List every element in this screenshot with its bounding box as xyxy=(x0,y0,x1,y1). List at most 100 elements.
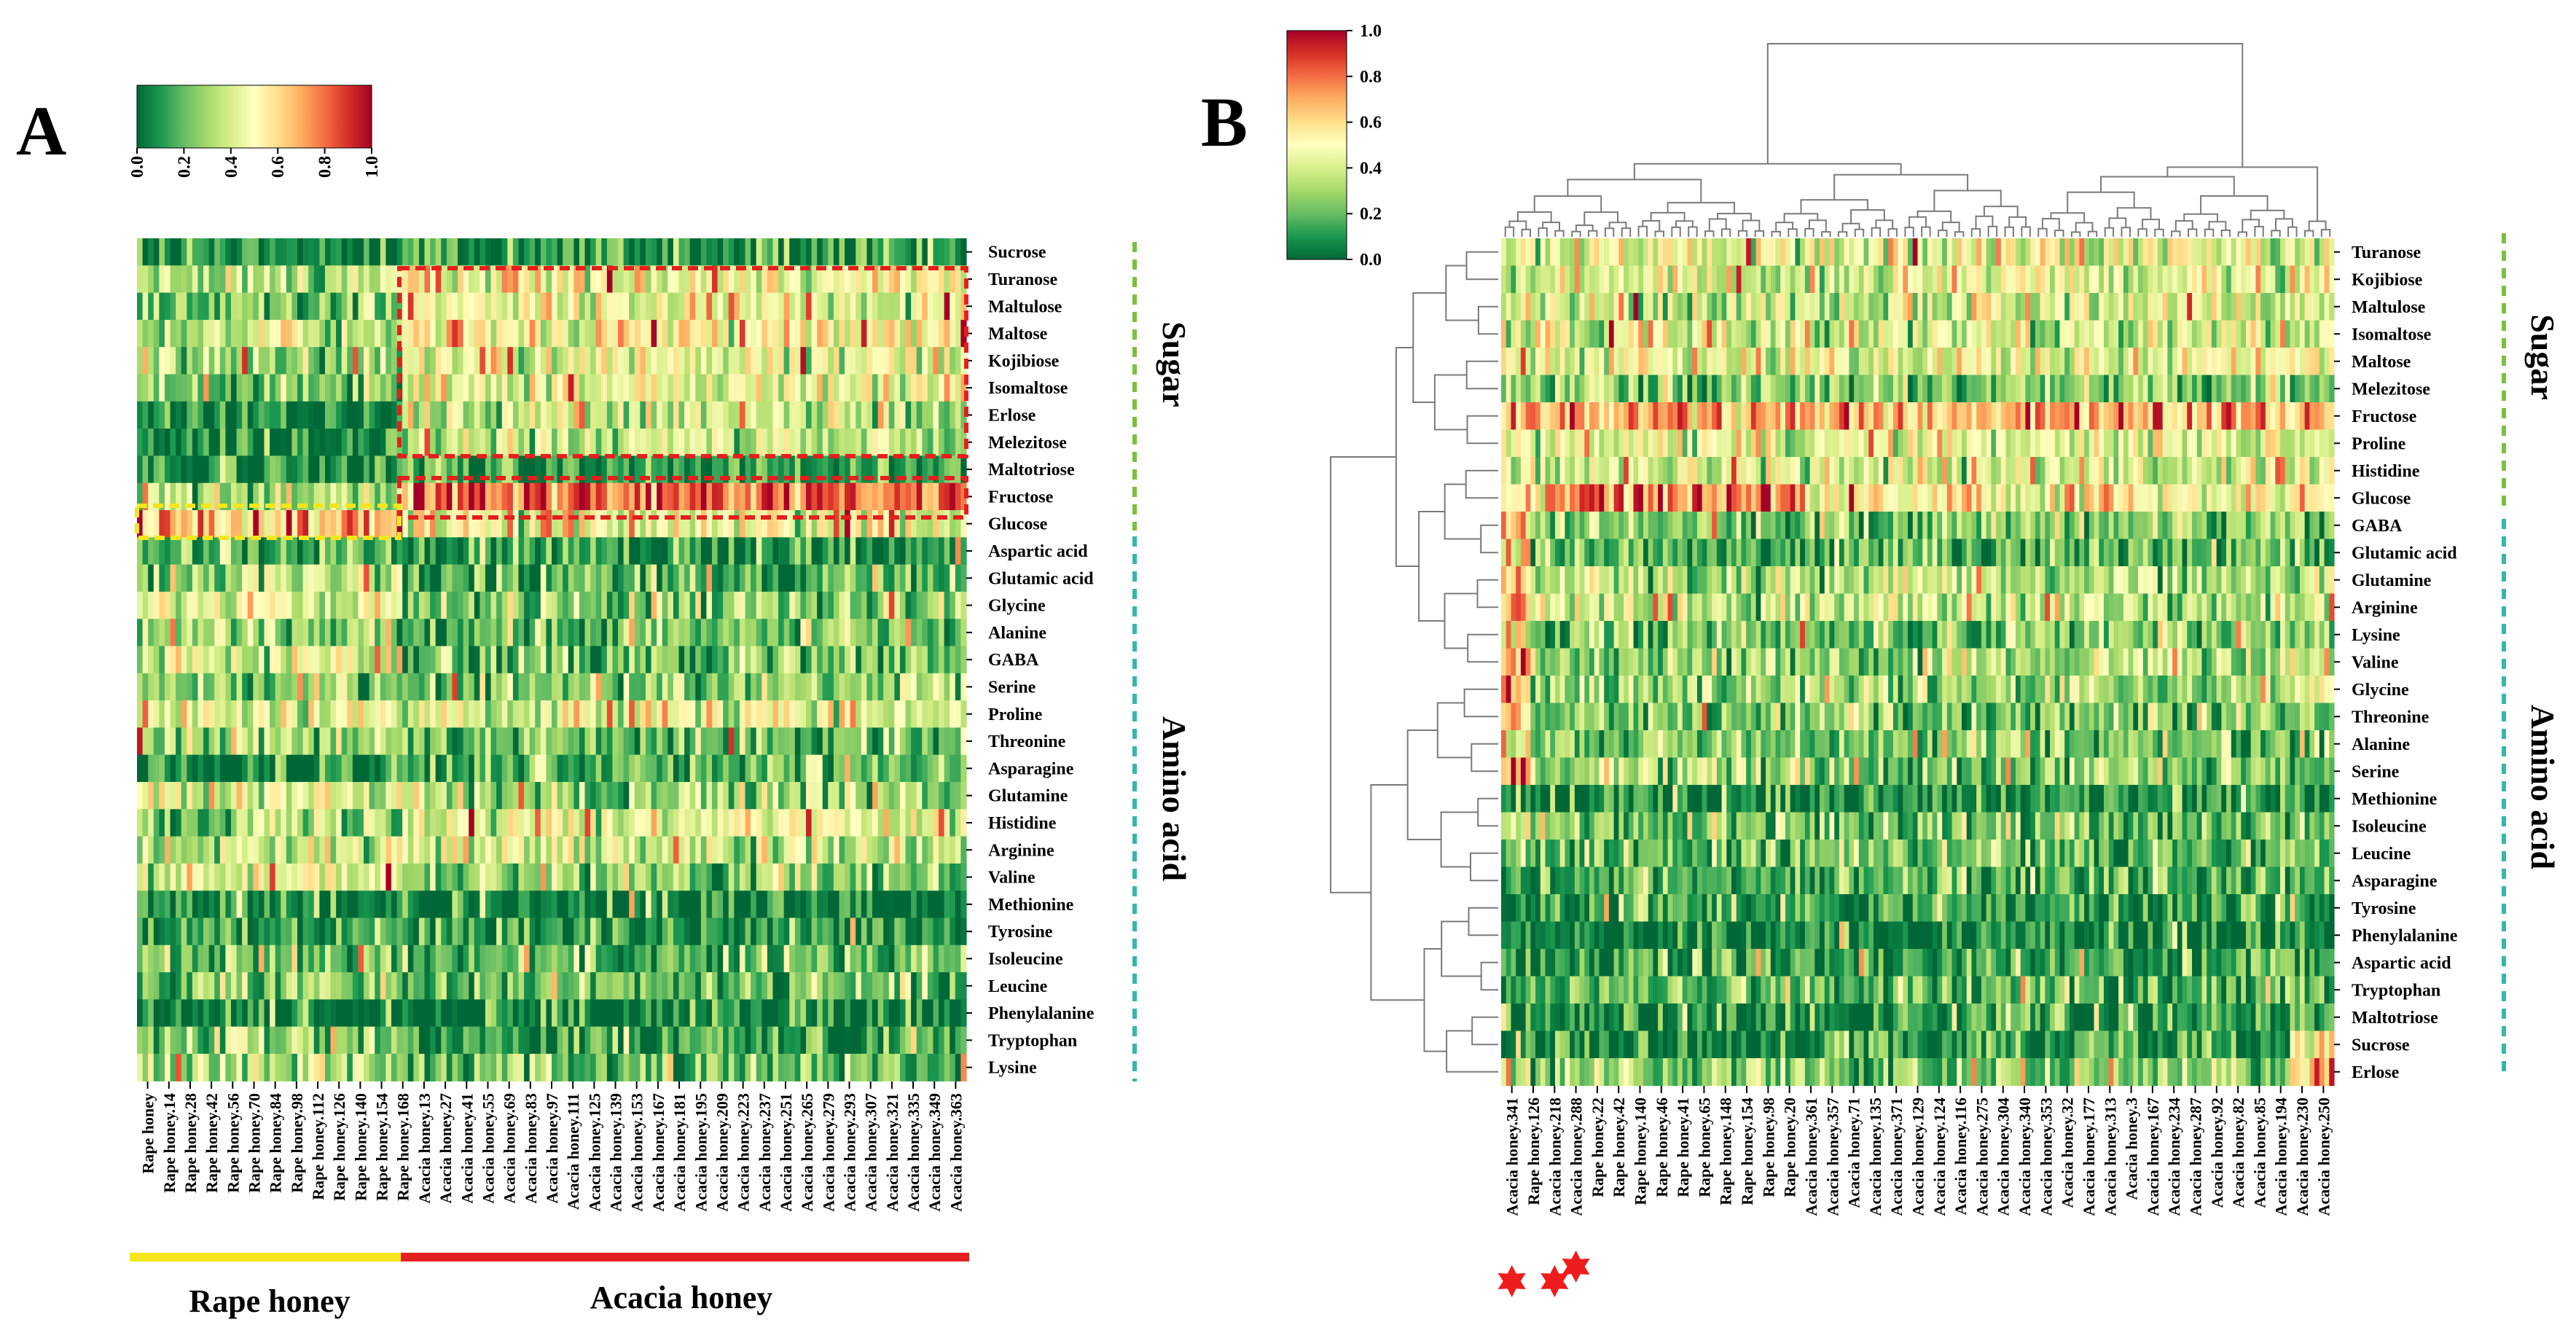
heatmap-a-cell xyxy=(302,754,309,783)
heatmap-a-cell xyxy=(888,863,895,891)
heatmap-a-cell xyxy=(634,238,641,266)
heatmap-a-cell xyxy=(407,809,414,837)
heatmap-a-cell xyxy=(584,319,591,348)
heatmap-a-cell xyxy=(866,972,873,1000)
heatmap-a-cell xyxy=(413,809,420,837)
heatmap-a-cell xyxy=(623,619,630,647)
dendrogram-branch xyxy=(2287,226,2298,237)
heatmap-a-cell xyxy=(811,700,818,728)
heatmap-a-cell xyxy=(828,537,834,566)
heatmap-a-cell xyxy=(756,429,762,456)
heatmap-a-cell xyxy=(866,265,873,294)
heatmap-a-cell xyxy=(960,1026,967,1055)
heatmap-a-cell xyxy=(313,836,320,864)
heatmap-a-cell xyxy=(822,537,829,566)
heatmap-a-cell xyxy=(623,591,630,619)
heatmap-a-cell xyxy=(563,673,569,701)
heatmap-a-cell xyxy=(734,999,740,1028)
heatmap-a-cell xyxy=(281,455,287,484)
heatmap-a-cell xyxy=(281,754,287,783)
heatmap-a-cell xyxy=(518,646,525,674)
heatmap-a-cell xyxy=(540,292,547,321)
heatmap-a-cell xyxy=(275,455,281,484)
heatmap-a-cell xyxy=(678,972,685,1000)
heatmap-a-cell xyxy=(695,891,702,919)
heatmap-a-cell xyxy=(756,891,762,919)
heatmap-a-cell xyxy=(756,754,762,783)
heatmap-a-cell xyxy=(413,836,420,864)
heatmap-a-cell xyxy=(762,944,768,973)
heatmap-a-cell xyxy=(507,429,514,456)
heatmap-a-cell xyxy=(164,646,171,674)
heatmap-a-cell xyxy=(927,238,934,266)
heatmap-a-cell xyxy=(446,673,453,701)
heatmap-a-cell xyxy=(756,836,762,864)
heatmap-a-cell xyxy=(208,863,215,891)
heatmap-a-cell xyxy=(723,944,729,973)
heatmap-a-cell xyxy=(568,1054,574,1081)
heatmap-a-cell xyxy=(861,836,868,864)
heatmap-a-cell xyxy=(407,944,414,973)
heatmap-a-cell xyxy=(762,564,768,592)
heatmap-a-cell xyxy=(739,836,746,864)
heatmap-a-cell xyxy=(208,482,215,511)
heatmap-a-cell xyxy=(352,999,359,1028)
heatmap-a-cell xyxy=(839,863,845,891)
heatmap-a-cell xyxy=(894,319,901,348)
heatmap-a-cell xyxy=(286,782,293,810)
heatmap-a-cell xyxy=(927,782,934,810)
heatmap-a-cell xyxy=(783,891,790,919)
heatmap-a-cell xyxy=(552,782,558,810)
heatmap-a-cell xyxy=(651,374,657,402)
heatmap-a-cell xyxy=(805,836,813,864)
heatmap-a-cell xyxy=(302,537,309,566)
heatmap-a-cell xyxy=(767,265,774,294)
heatmap-a-cell xyxy=(950,238,956,266)
heatmap-a-cell xyxy=(247,809,254,837)
heatmap-a-cell xyxy=(828,999,834,1028)
heatmap-a-cell xyxy=(888,401,895,429)
heatmap-a-cell xyxy=(822,863,829,891)
heatmap-a-cell xyxy=(789,510,796,538)
heatmap-a-cell xyxy=(612,265,619,294)
heatmap-a-cell xyxy=(811,564,818,592)
heatmap-a-cell xyxy=(176,292,182,321)
heatmap-a-cell xyxy=(629,1054,635,1081)
heatmap-a-cell xyxy=(856,700,862,728)
heatmap-a-cell xyxy=(319,401,326,429)
heatmap-a-cell xyxy=(905,918,912,946)
heatmap-a-cell xyxy=(441,292,447,321)
heatmap-a-cell xyxy=(822,972,829,1000)
heatmap-a-cell xyxy=(629,319,635,348)
heatmap-a-cell xyxy=(728,782,735,810)
heatmap-a-cell xyxy=(866,782,873,810)
heatmap-a-cell xyxy=(579,401,586,429)
heatmap-a-cell xyxy=(402,510,409,538)
heatmap-a-cell xyxy=(911,591,917,619)
heatmap-a-cell xyxy=(751,537,757,566)
heatmap-a-cell xyxy=(762,727,768,756)
heatmap-a-cell xyxy=(512,673,520,701)
heatmap-a-cell xyxy=(375,727,381,756)
heatmap-a-cell xyxy=(302,836,309,864)
heatmap-a-cell xyxy=(512,238,520,266)
heatmap-a-cell xyxy=(833,754,840,783)
heatmap-a-cell xyxy=(640,836,646,864)
heatmap-a-cell xyxy=(618,1026,625,1055)
heatmap-a-cell xyxy=(911,754,917,783)
heatmap-a-cell xyxy=(922,429,928,456)
heatmap-a-cell xyxy=(700,401,708,429)
heatmap-a-cell xyxy=(407,238,414,266)
heatmap-a-cell xyxy=(584,727,591,756)
heatmap-a-cell xyxy=(584,429,591,456)
heatmap-a-cell xyxy=(668,455,674,484)
heatmap-a-cell xyxy=(623,238,630,266)
heatmap-a-cell xyxy=(308,537,315,566)
heatmap-a-cell xyxy=(485,619,492,647)
heatmap-a-cell xyxy=(817,374,823,402)
heatmap-a-cell xyxy=(689,401,696,429)
heatmap-a-cell xyxy=(407,999,414,1028)
heatmap-a-cell xyxy=(324,809,332,837)
heatmap-a-cell xyxy=(308,1026,315,1055)
heatmap-a-cell xyxy=(347,754,353,783)
